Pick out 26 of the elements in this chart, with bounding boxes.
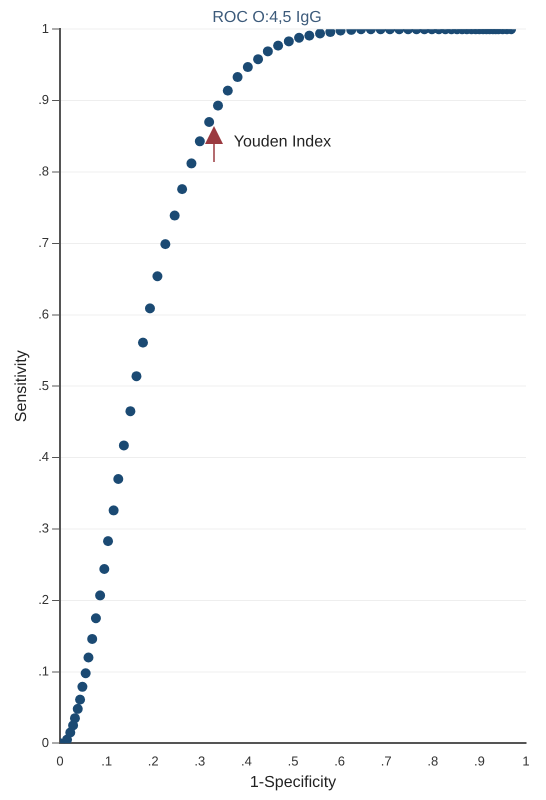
x-tick-label: .6 [334,754,346,769]
annotation: Youden Index [234,134,332,151]
x-tick-label: .3 [194,754,206,769]
x-tick-label: .8 [427,754,438,769]
x-tick-label: .1 [101,754,112,769]
x-tick-label: 1 [522,754,530,769]
y-tick-label: 0 [42,734,50,750]
x-tick-label: .9 [474,754,485,769]
x-tick-label: .7 [380,754,392,769]
chart-title: ROC O:4,5 IgG [212,9,322,26]
y-tick-label: .5 [38,378,50,393]
x-tick-label: .2 [148,754,159,769]
y-tick-label: .4 [38,449,50,464]
y-tick-label: .7 [38,234,50,250]
x-axis-title: 1-Specificity [250,774,336,791]
y-axis-title: Sensitivity [13,350,30,422]
y-tick-label: 1 [42,20,50,36]
x-tick-label: .4 [241,754,252,769]
y-tick-label: .1 [38,663,50,678]
y-tick-label: .2 [38,592,50,607]
y-tick-label: .8 [38,164,50,179]
y-tick-label: .9 [38,92,50,108]
x-tick-label: 0 [56,754,64,769]
y-tick-label: .6 [38,306,50,322]
x-tick-label: .5 [288,754,298,769]
y-tick-label: .3 [38,520,50,536]
